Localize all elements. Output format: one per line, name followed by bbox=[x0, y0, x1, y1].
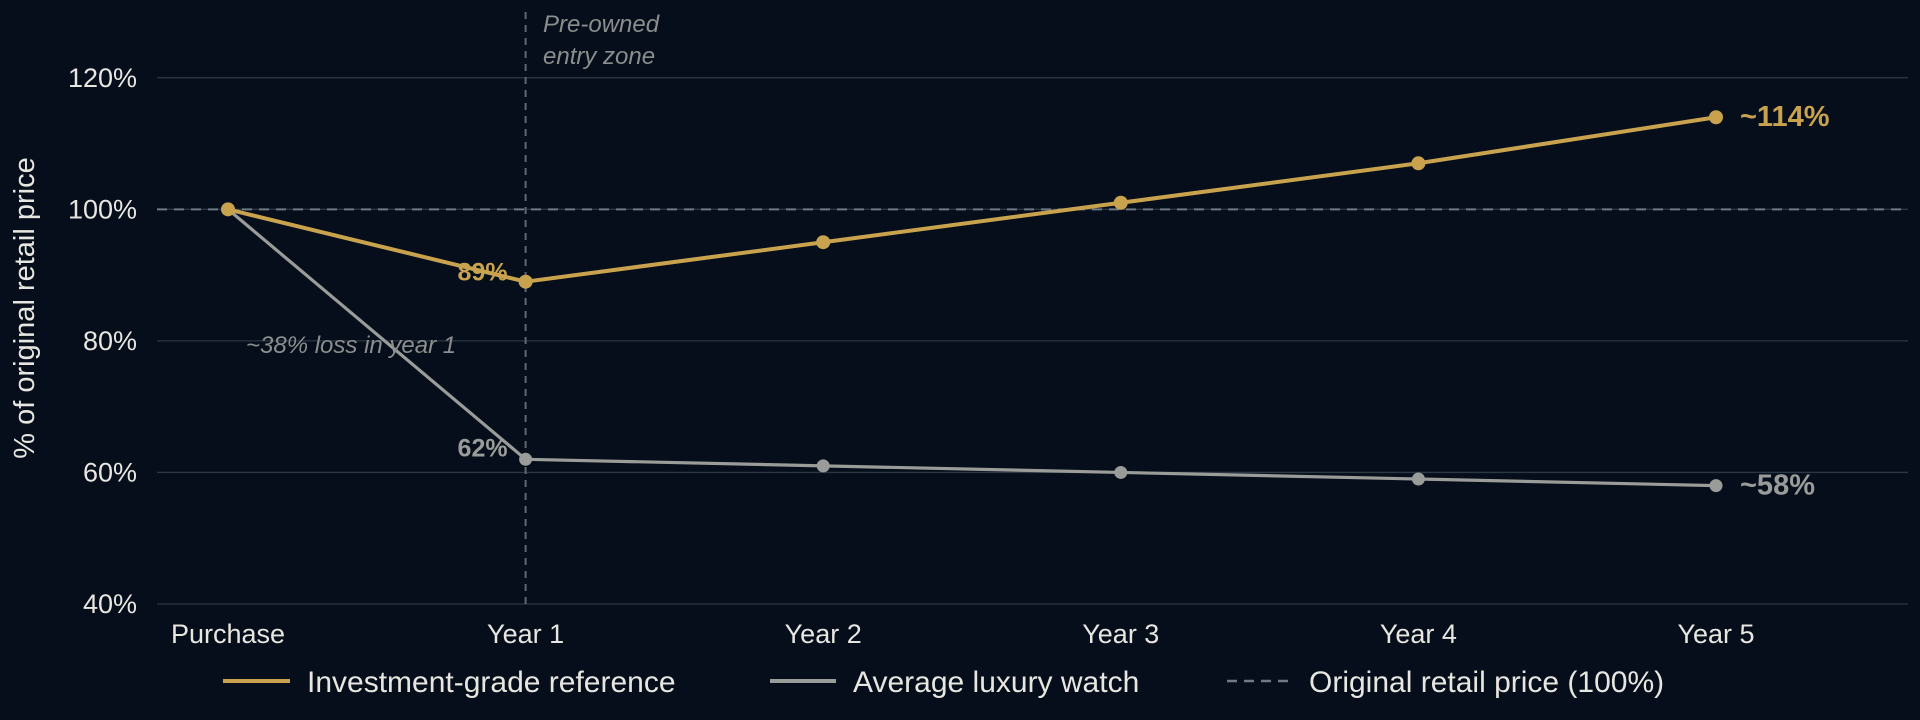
y-tick-40: 40% bbox=[83, 589, 137, 619]
legend-label-investment: Investment-grade reference bbox=[307, 666, 676, 699]
y-tick-80: 80% bbox=[83, 326, 137, 356]
y-axis-title: % of original retail price bbox=[9, 157, 41, 458]
x-tick-year-3: Year 3 bbox=[1082, 619, 1159, 649]
x-tick-labels: Purchase Year 1 Year 2 Year 3 Year 4 Year 5 bbox=[171, 619, 1755, 649]
investment-grade-point-0 bbox=[221, 202, 235, 217]
investment-grade-line bbox=[227, 115, 1717, 284]
legend-label-average: Average luxury watch bbox=[853, 666, 1139, 699]
series-group bbox=[221, 110, 1723, 493]
gold-end-label: ~114% bbox=[1740, 101, 1830, 133]
y-tick-60: 60% bbox=[83, 457, 137, 487]
average-luxury-point-5 bbox=[1709, 479, 1723, 493]
y-tick-120: 120% bbox=[68, 63, 137, 93]
average-luxury-point-1 bbox=[519, 452, 533, 466]
average-luxury-point-2 bbox=[816, 459, 830, 473]
x-tick-year-4: Year 4 bbox=[1380, 619, 1457, 649]
average-luxury-line bbox=[226, 208, 1717, 488]
gold-year1-label: 89% bbox=[458, 259, 508, 287]
x-tick-year-2: Year 2 bbox=[785, 619, 862, 649]
legend: Investment-grade reference Average luxur… bbox=[223, 666, 1664, 699]
investment-grade-point-4 bbox=[1411, 156, 1426, 171]
pre-owned-label-line-2: entry zone bbox=[543, 43, 655, 70]
gray-year1-label: 62% bbox=[458, 434, 508, 462]
pre-owned-label-line-1: Pre-owned bbox=[543, 11, 660, 38]
gray-end-label: ~58% bbox=[1740, 470, 1815, 502]
x-tick-year-5: Year 5 bbox=[1677, 619, 1754, 649]
x-tick-year-1: Year 1 bbox=[487, 619, 564, 649]
y-tick-labels: 40% 60% 80% 100% 120% bbox=[68, 63, 137, 619]
investment-grade-point-2 bbox=[816, 235, 831, 250]
investment-grade-point-3 bbox=[1113, 195, 1128, 210]
investment-grade-point-5 bbox=[1709, 110, 1723, 125]
x-tick-purchase: Purchase bbox=[171, 619, 285, 649]
loss-annotation: ~38% loss in year 1 bbox=[246, 332, 456, 359]
legend-label-reference: Original retail price (100%) bbox=[1309, 666, 1664, 699]
average-luxury-point-4 bbox=[1411, 472, 1425, 486]
average-luxury-point-3 bbox=[1114, 465, 1128, 479]
investment-grade-point-1 bbox=[518, 274, 533, 289]
pre-owned-label: Pre-owned entry zone bbox=[543, 11, 666, 70]
y-tick-100: 100% bbox=[68, 194, 137, 224]
